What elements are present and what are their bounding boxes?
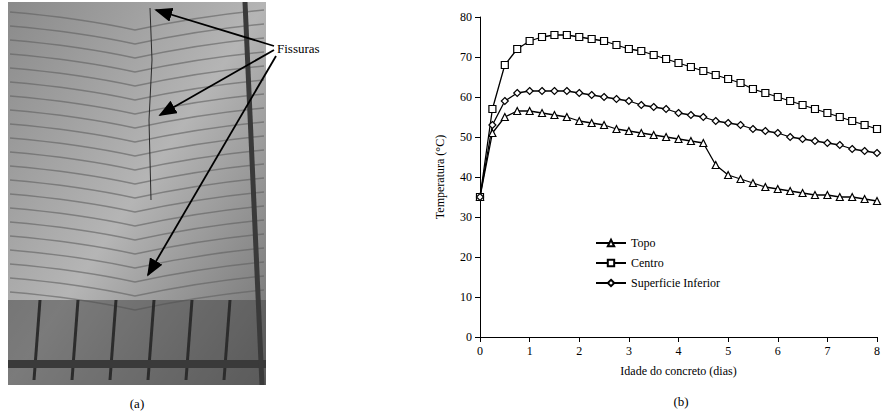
svg-text:Centro: Centro — [631, 256, 664, 270]
svg-text:60: 60 — [460, 90, 472, 104]
svg-text:5: 5 — [725, 344, 731, 358]
svg-text:0: 0 — [466, 330, 472, 344]
svg-text:70: 70 — [460, 50, 472, 64]
svg-text:40: 40 — [460, 170, 472, 184]
svg-text:30: 30 — [460, 210, 472, 224]
svg-text:Idade do concreto (dias): Idade do concreto (dias) — [620, 364, 736, 378]
svg-text:1: 1 — [527, 344, 533, 358]
svg-text:(b): (b) — [674, 394, 689, 409]
svg-text:6: 6 — [775, 344, 781, 358]
svg-text:50: 50 — [460, 130, 472, 144]
svg-text:Temperatura (°C): Temperatura (°C) — [433, 135, 447, 219]
svg-text:0: 0 — [477, 344, 483, 358]
svg-text:(a): (a) — [130, 396, 144, 411]
svg-text:4: 4 — [676, 344, 682, 358]
svg-text:Fissuras: Fissuras — [277, 41, 320, 56]
svg-text:20: 20 — [460, 250, 472, 264]
svg-text:Topo: Topo — [631, 236, 656, 250]
svg-text:2: 2 — [576, 344, 582, 358]
svg-text:8: 8 — [874, 344, 880, 358]
svg-text:7: 7 — [824, 344, 830, 358]
svg-text:3: 3 — [626, 344, 632, 358]
svg-text:80: 80 — [460, 10, 472, 24]
svg-text:Superficie Inferior: Superficie Inferior — [631, 276, 720, 290]
svg-text:10: 10 — [460, 290, 472, 304]
